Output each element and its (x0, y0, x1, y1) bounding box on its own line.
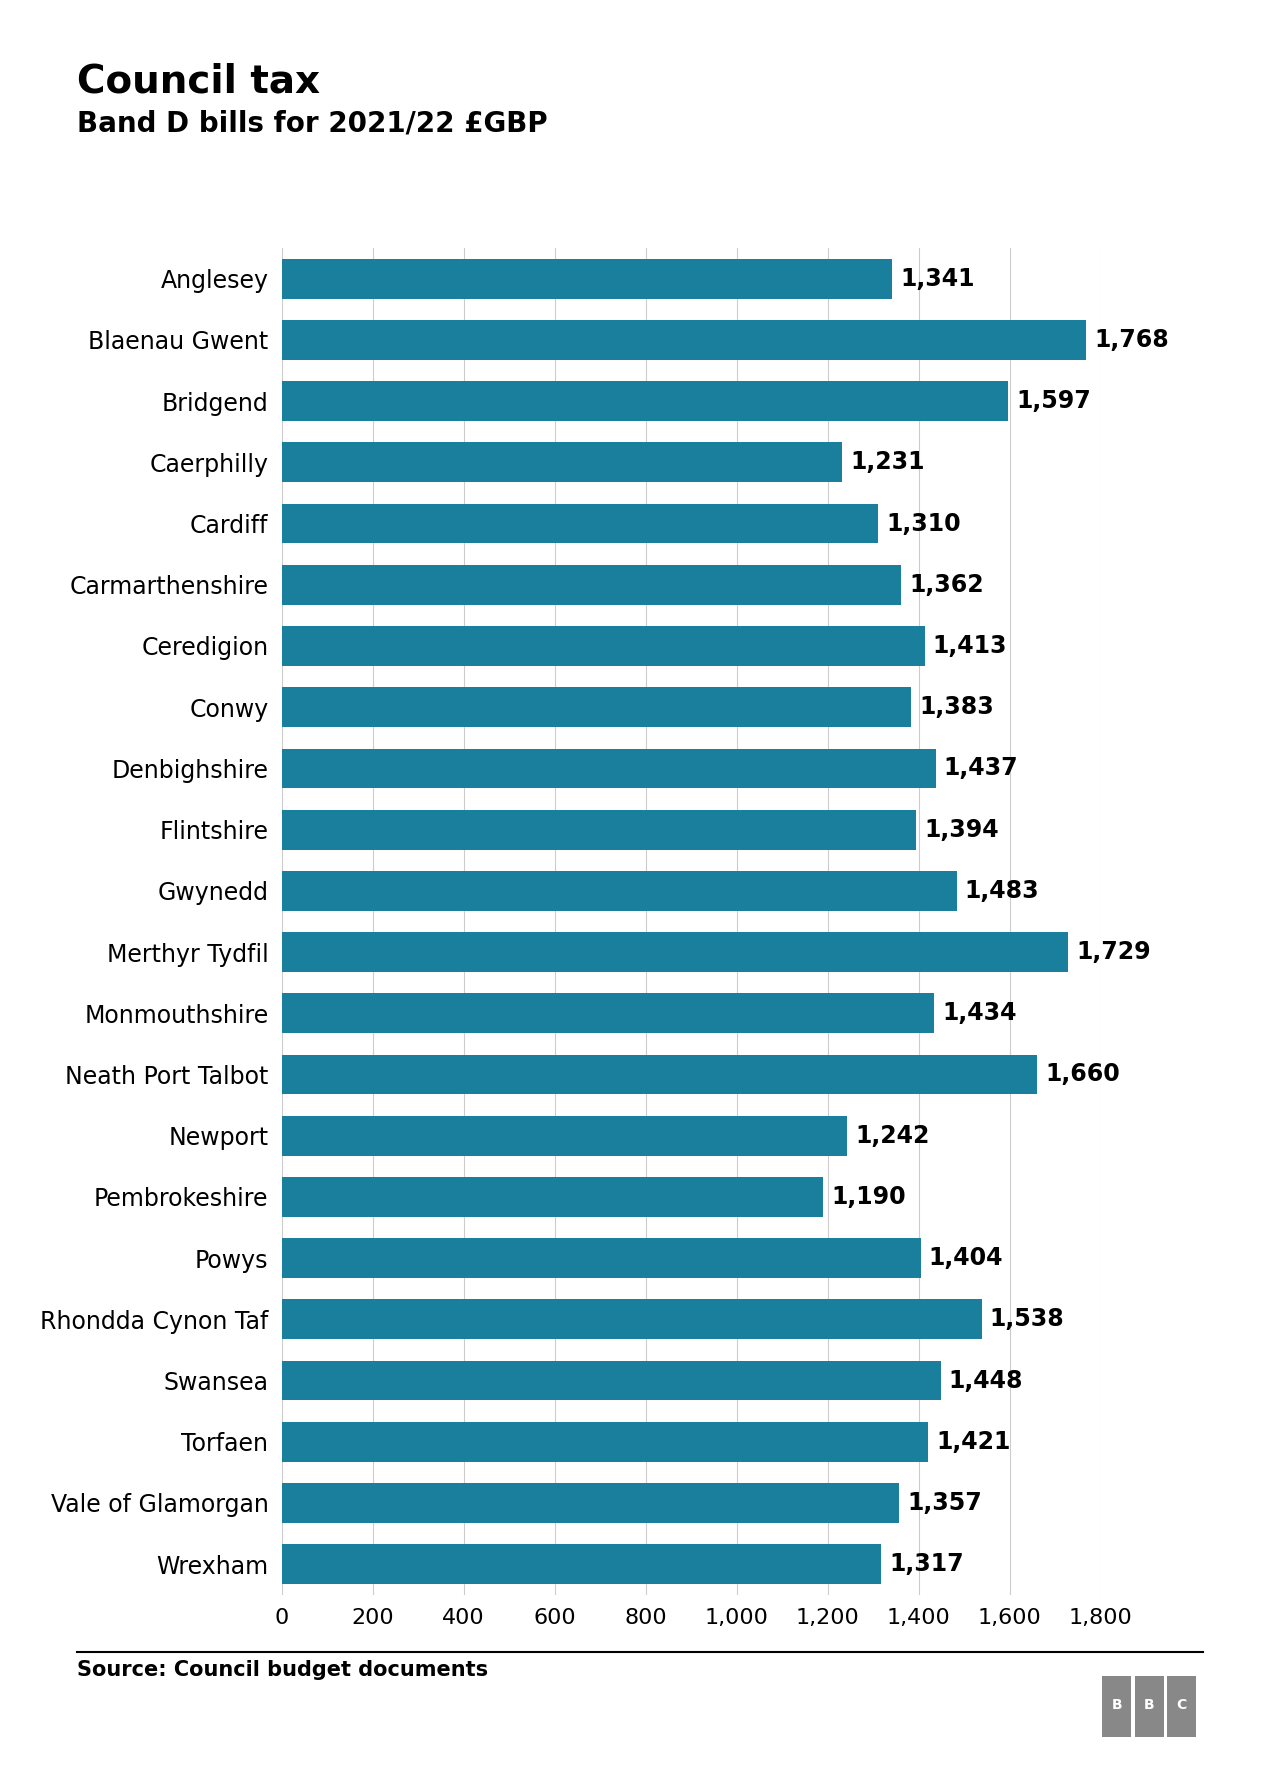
Text: 1,448: 1,448 (948, 1368, 1023, 1393)
Bar (282, 1421, 928, 1462)
Bar (282, 1116, 847, 1155)
Text: 1,383: 1,383 (919, 695, 995, 719)
Bar (282, 1239, 920, 1278)
Bar (282, 688, 911, 727)
Bar (282, 872, 956, 911)
Bar (282, 259, 892, 298)
Bar (282, 565, 901, 604)
Text: Band D bills for 2021/22 £GBP: Band D bills for 2021/22 £GBP (77, 110, 548, 138)
Text: 1,357: 1,357 (908, 1490, 982, 1515)
Bar (282, 932, 1069, 971)
Bar (282, 1054, 1037, 1095)
Text: 1,660: 1,660 (1046, 1063, 1120, 1086)
FancyBboxPatch shape (1167, 1676, 1196, 1737)
Bar (282, 1361, 941, 1400)
Text: 1,597: 1,597 (1016, 390, 1092, 413)
Text: 1,341: 1,341 (900, 268, 974, 291)
Text: Source: Council budget documents: Source: Council budget documents (77, 1660, 488, 1680)
Text: 1,404: 1,404 (929, 1246, 1004, 1271)
Text: 1,483: 1,483 (965, 879, 1039, 902)
Text: 1,421: 1,421 (937, 1430, 1011, 1453)
Bar (282, 810, 916, 849)
Bar (282, 443, 842, 482)
Text: 1,190: 1,190 (832, 1185, 906, 1209)
Text: 1,538: 1,538 (989, 1308, 1065, 1331)
Text: 1,394: 1,394 (924, 817, 998, 842)
Text: Council tax: Council tax (77, 62, 320, 99)
Bar (282, 748, 936, 789)
Text: 1,437: 1,437 (943, 757, 1019, 780)
Text: C: C (1176, 1698, 1187, 1712)
FancyBboxPatch shape (1102, 1676, 1132, 1737)
Bar (282, 1483, 899, 1522)
Bar (282, 381, 1009, 422)
Bar (282, 626, 924, 666)
FancyBboxPatch shape (1134, 1676, 1164, 1737)
Text: 1,362: 1,362 (910, 572, 984, 597)
Bar (282, 1177, 823, 1217)
Bar (282, 994, 934, 1033)
Text: 1,310: 1,310 (886, 512, 960, 535)
Text: 1,231: 1,231 (850, 450, 924, 475)
Text: B: B (1111, 1698, 1123, 1712)
Bar (282, 321, 1087, 360)
Text: 1,242: 1,242 (855, 1123, 929, 1148)
Text: 1,413: 1,413 (933, 634, 1007, 657)
Bar (282, 1299, 982, 1340)
Text: 1,317: 1,317 (890, 1552, 964, 1575)
Text: 1,434: 1,434 (942, 1001, 1016, 1026)
Bar (282, 1545, 881, 1584)
Text: B: B (1144, 1698, 1155, 1712)
Text: 1,768: 1,768 (1094, 328, 1169, 353)
Bar (282, 503, 878, 544)
Text: 1,729: 1,729 (1076, 941, 1151, 964)
